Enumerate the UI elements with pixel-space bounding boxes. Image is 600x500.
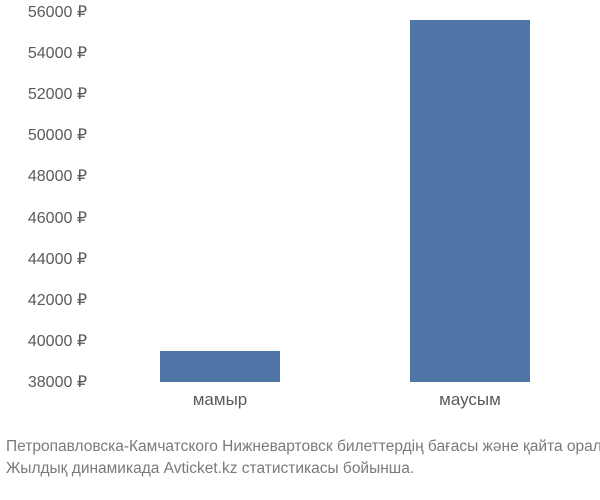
caption-line-1: Петропавловска-Камчатского Нижневартовск…	[6, 436, 598, 458]
y-axis: 38000 ₽ 40000 ₽ 42000 ₽ 44000 ₽ 46000 ₽ 48000…	[0, 0, 95, 400]
y-tick-label: 42000 ₽	[28, 290, 87, 310]
x-tick-label: мамыр	[193, 390, 248, 410]
y-tick-label: 50000 ₽	[28, 125, 87, 145]
caption-line-2: Жылдық динамикада Avticket.kz статистика…	[6, 458, 598, 480]
x-tick-label: маусым	[439, 390, 501, 410]
y-tick-label: 40000 ₽	[28, 331, 87, 351]
y-tick-label: 56000 ₽	[28, 2, 87, 22]
y-tick-label: 52000 ₽	[28, 84, 87, 104]
y-tick-label: 54000 ₽	[28, 43, 87, 63]
x-axis: мамыр маусым	[95, 386, 595, 416]
bar	[160, 351, 280, 382]
chart-caption: Петропавловска-Камчатского Нижневартовск…	[6, 436, 598, 480]
bar	[410, 20, 530, 382]
y-tick-label: 46000 ₽	[28, 208, 87, 228]
plot-area	[95, 12, 595, 382]
price-bar-chart: 38000 ₽ 40000 ₽ 42000 ₽ 44000 ₽ 46000 ₽ 48000…	[0, 0, 600, 430]
y-tick-label: 44000 ₽	[28, 249, 87, 269]
y-tick-label: 38000 ₽	[28, 372, 87, 392]
y-tick-label: 48000 ₽	[28, 166, 87, 186]
